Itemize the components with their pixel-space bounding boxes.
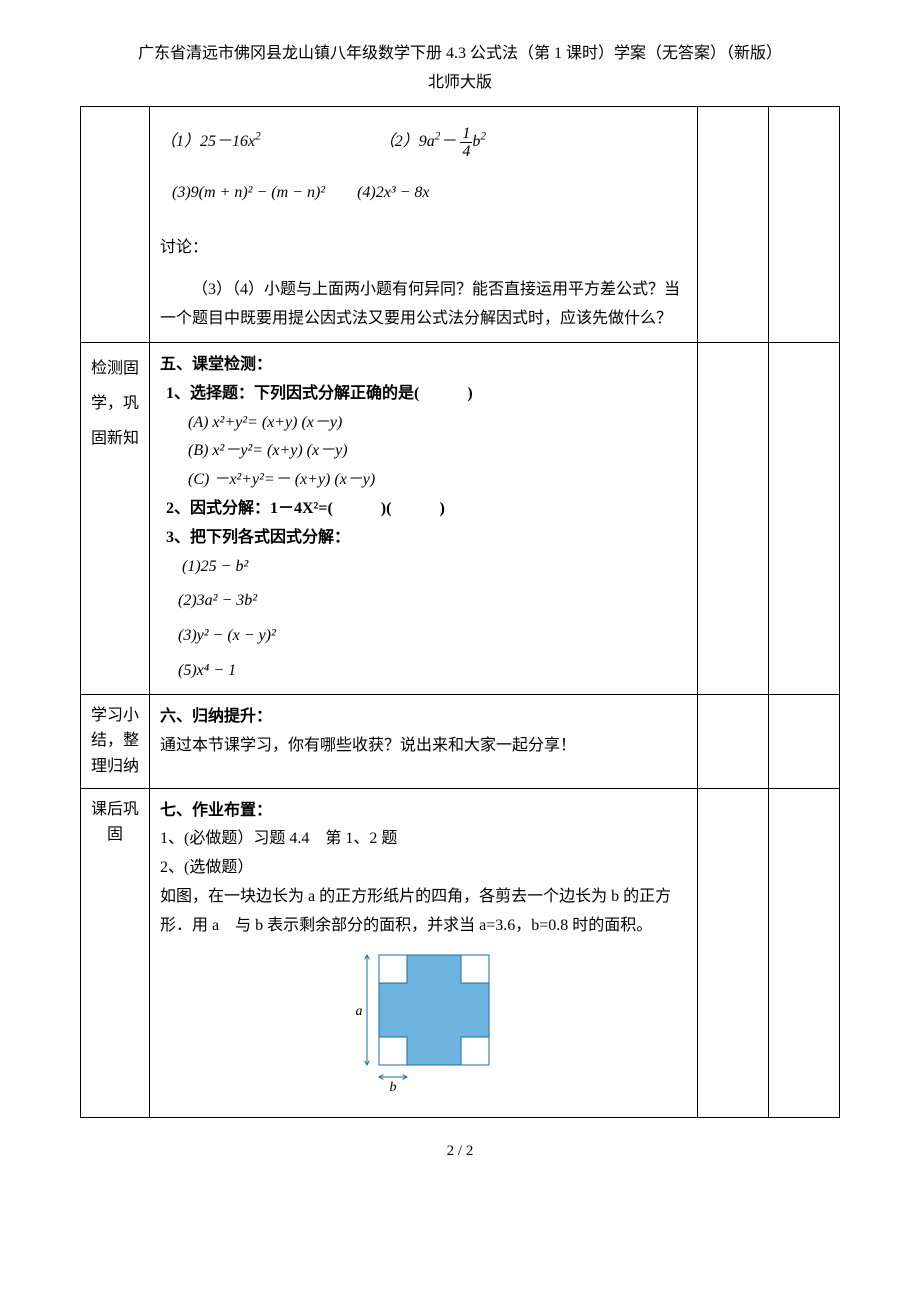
discuss-label: 讨论： [160,234,687,263]
expr-line12: （1）25－16x2 （2）9a2－ 1 4 b2 [160,125,687,161]
page: 广东省清远市佛冈县龙山镇八年级数学下册 4.3 公式法（第 1 课时）学案（无答… [0,0,920,1185]
discuss-body: （3）（4）小题与上面两小题有何异同？能否直接运用平方差公式？当一个题目中既要用… [160,276,687,334]
cell-left-blank [81,106,150,342]
q3-1: (1)25 − b² [182,553,687,582]
fraction-1-4: 1 4 [460,125,472,161]
cell-left-summary: 学习小结，整理归纳 [81,694,150,788]
section5-title: 五、课堂检测： [160,351,687,380]
expr-line34: (3)9(m + n)² − (m − n)² (4)2x³ − 8x [172,179,687,208]
q3-3: (3)y² − (x − y)² [178,622,687,651]
cell-r2-test [769,342,840,694]
summary-text: 通过本节课学习，你有哪些收获？说出来和大家一起分享！ [160,732,687,761]
cell-left-hw: 课后巩固 [81,788,150,1118]
q3-label: 3、把下列各式因式分解： [166,524,687,553]
svg-text:b: b [389,1080,396,1095]
cell-summary-body: 六、归纳提升： 通过本节课学习，你有哪些收获？说出来和大家一起分享！ [150,694,698,788]
row-continuation: （1）25－16x2 （2）9a2－ 1 4 b2 (3)9(m + n)² −… [81,106,840,342]
row-homework: 课后巩固 七、作业布置： 1、(必做题）习题 4.4 第 1、2 题 2、(选做… [81,788,840,1118]
q1-label: 1、选择题：下列因式分解正确的是( ) [166,380,687,409]
cell-r2-blank [769,106,840,342]
expr1: （1）25－16x2 [160,133,265,150]
cell-left-test: 检测固学，巩固新知 [81,342,150,694]
row-classroom-test: 检测固学，巩固新知 五、课堂检测： 1、选择题：下列因式分解正确的是( ) (A… [81,342,840,694]
cell-r2-hw [769,788,840,1118]
hw-line1: 1、(必做题）习题 4.4 第 1、2 题 [160,825,687,854]
cell-test-body: 五、课堂检测： 1、选择题：下列因式分解正确的是( ) (A) x²+y²= (… [150,342,698,694]
cell-r2-summary [769,694,840,788]
q1a: (A) x²+y²= (x+y) (x－y) [188,409,687,438]
svg-text:a: a [355,1004,362,1019]
main-table: （1）25－16x2 （2）9a2－ 1 4 b2 (3)9(m + n)² −… [80,106,840,1119]
section7-title: 七、作业布置： [160,797,687,826]
cell-continuation: （1）25－16x2 （2）9a2－ 1 4 b2 (3)9(m + n)² −… [150,106,698,342]
expr2: （2）9a2－ 1 4 b2 [379,133,486,150]
q1c: (C) －x²+y²=－ (x+y) (x－y) [188,466,687,495]
cell-r1-summary [698,694,769,788]
square-diagram-svg: ab [339,949,509,1099]
q1b: (B) x²－y²= (x+y) (x－y) [188,437,687,466]
cell-r1-hw [698,788,769,1118]
header-line2: 北师大版 [80,69,840,98]
page-header: 广东省清远市佛冈县龙山镇八年级数学下册 4.3 公式法（第 1 课时）学案（无答… [80,40,840,98]
hw-line3: 如图，在一块边长为 a 的正方形纸片的四角，各剪去一个边长为 b 的正方形．用 … [160,883,687,941]
cell-r1-blank [698,106,769,342]
cell-r1-test [698,342,769,694]
section6-title: 六、归纳提升： [160,703,687,732]
cell-hw-body: 七、作业布置： 1、(必做题）习题 4.4 第 1、2 题 2、(选做题） 如图… [150,788,698,1118]
header-line1: 广东省清远市佛冈县龙山镇八年级数学下册 4.3 公式法（第 1 课时）学案（无答… [80,40,840,69]
hw-line2: 2、(选做题） [160,854,687,883]
q2: 2、因式分解：1－4X²=( )( ) [166,495,687,524]
q3-2: (2)3a² − 3b² [178,587,687,616]
q3-5: (5)x⁴ − 1 [178,657,687,686]
row-summary: 学习小结，整理归纳 六、归纳提升： 通过本节课学习，你有哪些收获？说出来和大家一… [81,694,840,788]
hw-diagram: ab [160,949,687,1110]
page-number: 2 / 2 [80,1138,840,1165]
